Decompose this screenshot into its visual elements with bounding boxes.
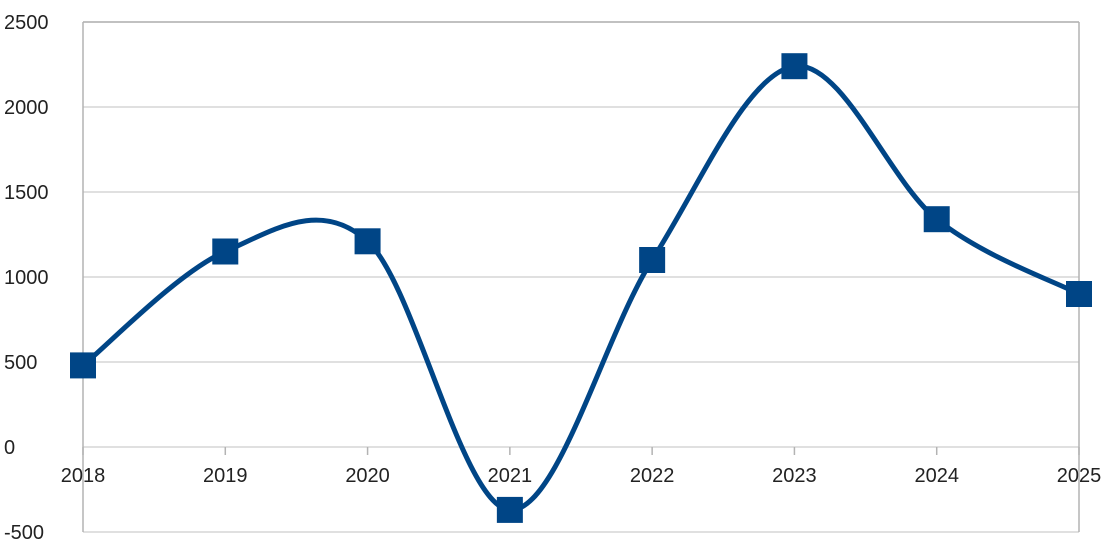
data-point-marker bbox=[212, 238, 239, 265]
x-tick-label: 2025 bbox=[1057, 465, 1102, 487]
x-tick-label: 2021 bbox=[488, 465, 533, 487]
y-tick-label: 0 bbox=[4, 437, 15, 459]
series-markers bbox=[70, 53, 1092, 523]
x-axis-tick-labels: 2018 2019 2020 2021 2022 2023 2024 2025 bbox=[61, 465, 1102, 487]
data-point-marker bbox=[496, 496, 523, 523]
x-tick-label: 2024 bbox=[914, 465, 959, 487]
y-tick-label: -500 bbox=[4, 522, 44, 543]
plot-frame bbox=[82, 21, 1080, 532]
data-point-marker bbox=[1066, 281, 1092, 307]
x-tick-label: 2019 bbox=[203, 465, 248, 487]
x-tick-label: 2022 bbox=[630, 465, 675, 487]
y-axis-tick-labels: 2500 2000 1500 1000 500 0 -500 bbox=[4, 12, 49, 543]
x-tick-label: 2018 bbox=[61, 465, 106, 487]
y-tick-label: 1000 bbox=[4, 267, 49, 289]
series-line bbox=[80, 63, 1082, 513]
y-tick-label: 500 bbox=[4, 352, 37, 374]
series-line-path bbox=[80, 63, 1082, 513]
data-point-marker bbox=[923, 206, 950, 233]
data-point-marker bbox=[639, 247, 666, 273]
y-tick-label: 2000 bbox=[4, 97, 49, 119]
y-tick-label: 1500 bbox=[4, 182, 49, 204]
data-point-marker bbox=[354, 228, 381, 255]
data-point-marker bbox=[781, 53, 808, 80]
x-tick-label: 2020 bbox=[345, 465, 390, 487]
data-point-marker bbox=[70, 352, 96, 379]
y-tick-label: 2500 bbox=[4, 12, 49, 34]
grid-lines bbox=[83, 21, 1079, 533]
x-tick-label: 2023 bbox=[772, 465, 817, 487]
